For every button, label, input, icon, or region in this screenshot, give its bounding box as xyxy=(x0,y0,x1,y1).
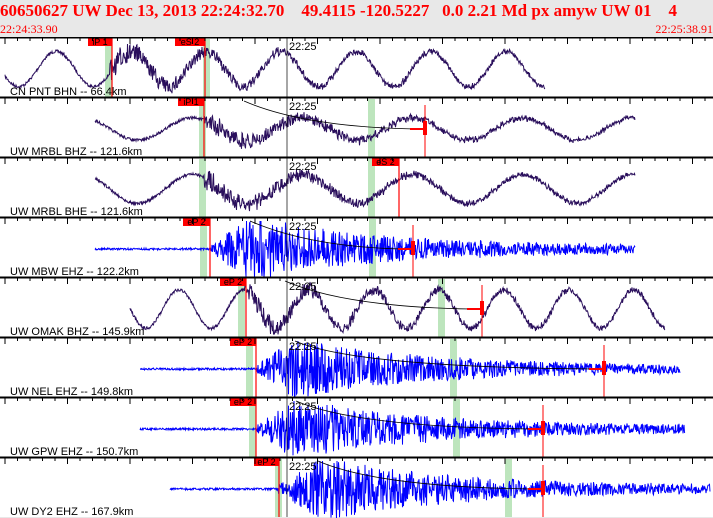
waveform xyxy=(139,400,686,456)
travel-time-curve xyxy=(284,280,473,310)
pick-label: eP 2 xyxy=(234,397,252,407)
pick-label: eS 2 xyxy=(376,157,395,167)
event-header: 60650627 UW Dec 13, 2013 22:24:32.70 49.… xyxy=(0,0,713,37)
station-label: UW MBW EHZ -- 122.2km xyxy=(10,266,139,278)
pick-window xyxy=(368,99,375,157)
end-time: 22:25:38.91 xyxy=(655,22,713,36)
pick-window xyxy=(203,39,210,97)
travel-time-curve xyxy=(294,340,595,370)
waveform xyxy=(94,112,636,149)
start-time: 22:24:33.90 xyxy=(0,22,58,36)
station-label: UW NEL EHZ -- 149.8km xyxy=(10,386,133,398)
pick-window xyxy=(199,99,206,157)
station-label: UW MRBL BHE -- 121.6km xyxy=(10,206,143,218)
pick-flag xyxy=(88,37,112,46)
pick-flag xyxy=(372,157,399,166)
pick-label: iP 1 xyxy=(183,97,198,107)
pick-flag xyxy=(220,277,246,286)
station-label: CN PNT BHN -- 66.4km xyxy=(10,86,127,98)
pick-window xyxy=(450,339,457,397)
station-label: UW OMAK BHZ -- 145.9km xyxy=(10,326,144,338)
station-label: UW GPW EHZ -- 150.7km xyxy=(10,446,138,458)
pick-flag xyxy=(175,37,205,46)
pick-window xyxy=(249,399,256,457)
trace-panel xyxy=(0,97,713,157)
minute-label: 22:25 xyxy=(289,101,317,113)
waveform xyxy=(94,168,636,212)
station-label: UW DY2 EHZ -- 167.9km xyxy=(10,506,133,518)
pick-flag xyxy=(230,397,256,406)
pick-label: eS 2 xyxy=(181,37,200,47)
minute-label: 22:25 xyxy=(289,41,317,53)
pick-flag xyxy=(178,97,204,106)
minute-label: 22:25 xyxy=(289,161,317,173)
travel-time-curve xyxy=(317,460,534,490)
pick-window xyxy=(199,159,206,217)
seismogram-panels[interactable]: iP 1 eS 2 22:25 CN PNT BHN -- 66.4km iP 1 22:… xyxy=(0,37,713,518)
waveform xyxy=(140,340,681,398)
minute-label: 22:25 xyxy=(289,221,317,233)
station-label: UW MRBL BHZ -- 121.6km xyxy=(10,146,142,158)
minute-label: 22:25 xyxy=(289,461,317,473)
pick-flag xyxy=(230,337,256,346)
trace-panel xyxy=(0,277,713,337)
pick-window xyxy=(453,399,460,457)
waveform xyxy=(169,460,711,518)
pick-label: eP 2 xyxy=(187,217,205,227)
minute-label: 22:25 xyxy=(289,401,317,413)
travel-time-curve xyxy=(249,220,404,250)
trace-panel xyxy=(0,37,713,97)
waveform xyxy=(94,220,636,279)
pick-window xyxy=(368,159,375,217)
waveform xyxy=(129,281,666,336)
travel-time-curve xyxy=(243,100,416,130)
pick-label: iP 1 xyxy=(92,37,107,47)
pick-label: eP 2 xyxy=(224,277,242,287)
travel-time-curve xyxy=(295,400,534,430)
pick-flag xyxy=(254,457,279,466)
waveform xyxy=(4,43,546,94)
trace-panel xyxy=(0,337,713,397)
event-summary: 60650627 UW Dec 13, 2013 22:24:32.70 49.… xyxy=(0,1,677,20)
pick-window xyxy=(200,219,207,277)
pick-flag xyxy=(183,217,210,226)
pick-window xyxy=(238,279,245,337)
pick-label: eP 2 xyxy=(257,457,275,467)
pick-label: eP 2 xyxy=(234,337,252,347)
trace-panel xyxy=(0,157,713,217)
minute-label: 22:25 xyxy=(289,341,317,353)
pick-window xyxy=(105,39,112,97)
minute-label: 22:25 xyxy=(289,281,317,293)
